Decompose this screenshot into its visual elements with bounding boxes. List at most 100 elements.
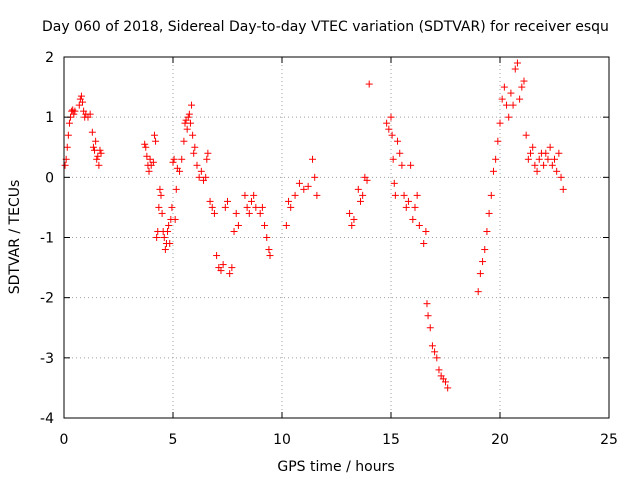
data-point — [391, 191, 399, 199]
data-point — [389, 155, 397, 163]
data-point — [70, 110, 78, 118]
data-point — [555, 149, 563, 157]
data-point — [77, 92, 85, 100]
data-point — [524, 155, 532, 163]
data-point — [433, 354, 441, 362]
data-point — [153, 234, 161, 241]
data-point — [252, 203, 260, 211]
data-point — [385, 125, 393, 133]
y-tick-label: 2 — [45, 50, 54, 66]
data-point — [164, 227, 172, 235]
data-point — [202, 173, 210, 181]
data-point — [282, 221, 290, 229]
data-point — [356, 197, 364, 205]
data-point — [287, 203, 295, 211]
data-point — [234, 221, 242, 229]
data-point — [544, 155, 552, 163]
data-point — [494, 137, 502, 145]
data-point — [170, 155, 178, 163]
data-point — [390, 179, 398, 187]
data-point — [476, 270, 484, 278]
data-point — [559, 185, 567, 193]
data-point — [93, 155, 101, 163]
x-tick-label: 5 — [169, 432, 178, 448]
data-point — [548, 161, 556, 169]
data-point — [423, 300, 431, 308]
data-point — [263, 234, 271, 241]
data-point — [415, 221, 423, 229]
data-points — [61, 59, 567, 392]
data-point — [387, 113, 395, 121]
data-point — [304, 182, 312, 190]
data-point — [166, 240, 174, 248]
data-point — [363, 176, 371, 184]
data-point — [487, 191, 495, 199]
data-point — [505, 113, 513, 121]
y-tick-label: -1 — [40, 231, 54, 247]
data-point — [529, 143, 537, 151]
data-point — [265, 246, 273, 254]
data-point — [485, 209, 493, 217]
data-point — [206, 197, 214, 205]
data-point — [489, 167, 497, 175]
data-point — [183, 125, 191, 133]
x-axis-label: GPS time / hours — [277, 459, 394, 475]
data-point — [145, 167, 153, 175]
data-point — [261, 221, 269, 229]
data-point — [63, 143, 71, 151]
data-point — [250, 191, 258, 199]
data-point — [424, 312, 432, 320]
y-axis-label: SDTVAR / TECUs — [7, 180, 23, 295]
data-point — [398, 161, 406, 169]
data-point — [158, 209, 166, 217]
data-point — [89, 143, 97, 151]
data-point — [184, 113, 192, 121]
data-point — [300, 185, 308, 193]
data-point — [483, 227, 491, 235]
data-point — [350, 215, 358, 223]
x-tick-label: 10 — [273, 432, 291, 448]
data-point — [245, 209, 253, 217]
data-point — [180, 137, 188, 145]
data-point — [157, 191, 165, 199]
y-tick-labels: -4 -3 -2 -1 0 1 2 — [40, 50, 54, 427]
data-point — [535, 155, 543, 163]
data-point — [346, 209, 354, 217]
data-point — [396, 149, 404, 157]
data-point — [197, 167, 205, 175]
data-point — [156, 185, 164, 193]
data-point — [92, 137, 100, 145]
y-tick-label: -4 — [40, 411, 54, 427]
data-point — [402, 203, 410, 211]
data-point — [404, 197, 412, 205]
data-point — [533, 167, 541, 175]
data-point — [176, 167, 184, 175]
data-point — [213, 252, 221, 260]
data-point — [94, 152, 102, 160]
data-point — [172, 185, 180, 193]
data-point — [203, 155, 211, 163]
data-point — [474, 288, 482, 296]
data-point — [178, 155, 186, 163]
data-point — [146, 155, 154, 163]
data-point — [435, 366, 443, 374]
data-point — [61, 161, 69, 169]
data-point — [79, 98, 87, 106]
data-point — [426, 324, 434, 332]
data-point — [479, 258, 487, 266]
data-point — [160, 234, 168, 241]
data-point — [359, 191, 367, 199]
data-point — [195, 173, 203, 181]
data-point — [500, 83, 508, 91]
data-point — [420, 240, 428, 248]
data-point — [509, 101, 517, 109]
data-point — [204, 149, 212, 157]
data-point — [516, 95, 524, 103]
data-point — [71, 107, 79, 115]
data-point — [188, 101, 196, 109]
data-point — [142, 143, 150, 151]
data-point — [228, 264, 236, 272]
data-point — [313, 191, 321, 199]
data-point — [190, 149, 198, 157]
